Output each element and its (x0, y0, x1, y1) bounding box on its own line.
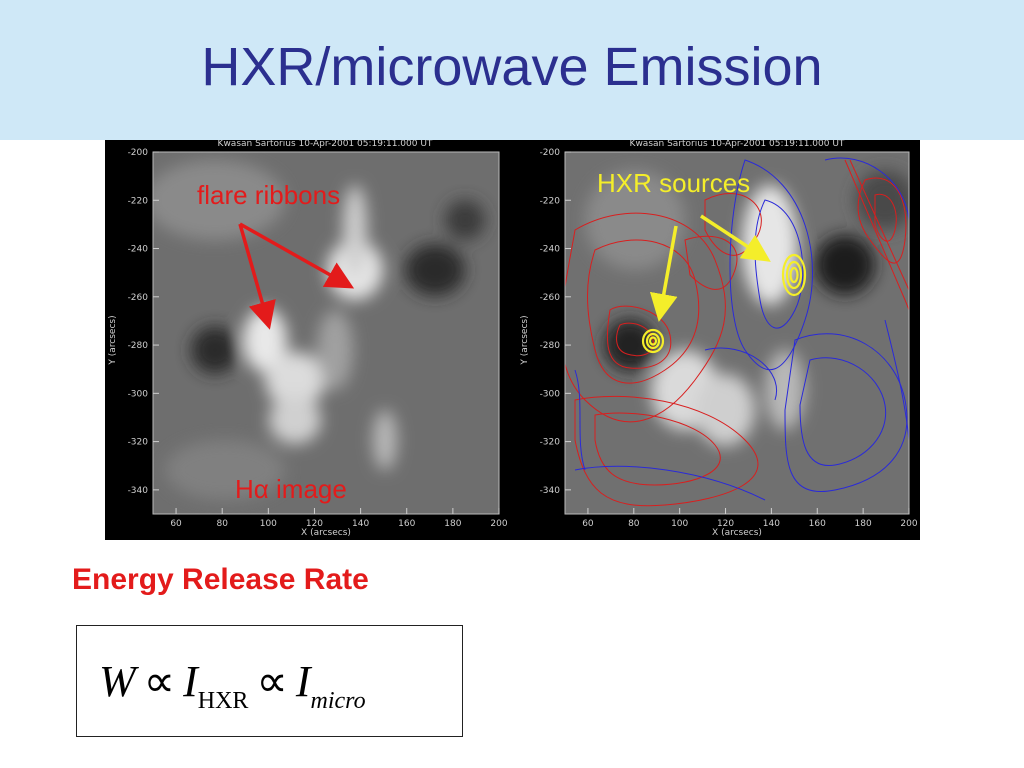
x-tick-label: 60 (170, 519, 182, 529)
y-tick-label: -280 (128, 341, 149, 351)
x-tick-label: 200 (490, 519, 507, 529)
figure-svg: Kwasan Sartorius 10-Apr-2001 05:19:11.00… (108, 140, 918, 538)
right-yticks: -200 -220 -240 -260 -280 -300 -320 -340 (540, 148, 571, 496)
x-tick-label: 100 (260, 519, 277, 529)
equation-box: W ∝ IHXR ∝ Imicro (76, 625, 463, 737)
eq-i-2: I (295, 657, 311, 706)
left-panel: Kwasan Sartorius 10-Apr-2001 05:19:11.00… (108, 140, 508, 538)
right-panel: Kwasan Sartorius 10-Apr-2001 05:19:11.00… (520, 140, 918, 538)
equation: W ∝ IHXR ∝ Imicro (99, 656, 366, 715)
energy-release-rate-label: Energy Release Rate (72, 563, 369, 596)
eq-sub-hxr: HXR (197, 688, 249, 714)
left-axis-frame (152, 151, 500, 515)
x-tick-label: 80 (628, 519, 640, 529)
eq-prop-2: ∝ (256, 657, 288, 706)
blue-contours (574, 157, 909, 501)
x-tick-label: 100 (671, 519, 688, 529)
y-tick-label: -220 (540, 196, 561, 206)
y-tick-label: -220 (128, 196, 149, 206)
arrow-hxr-right (700, 214, 771, 262)
eq-w: W (99, 657, 136, 706)
y-tick-label: -260 (540, 293, 561, 303)
y-tick-label: -320 (540, 438, 561, 448)
right-ylabel: Y (arcsecs) (520, 315, 530, 365)
left-panel-header: Kwasan Sartorius 10-Apr-2001 05:19:11.00… (218, 140, 433, 149)
y-tick-label: -320 (128, 438, 149, 448)
right-axis-frame (564, 151, 910, 515)
y-tick-label: -260 (128, 293, 149, 303)
hxr-contours (641, 253, 807, 354)
arrow-ribbon-left (238, 223, 276, 330)
y-tick-label: -340 (128, 486, 149, 496)
x-tick-label: 200 (900, 519, 917, 529)
eq-sub-micro: micro (310, 688, 366, 714)
y-tick-label: -300 (540, 389, 561, 399)
flare-ribbons-label: flare ribbons (197, 180, 340, 210)
left-yticks: -200 -220 -240 -260 -280 -300 -320 -340 (128, 148, 159, 496)
y-tick-label: -240 (540, 245, 561, 255)
y-tick-label: -280 (540, 341, 561, 351)
x-tick-label: 160 (809, 519, 826, 529)
right-xlabel: X (arcsecs) (712, 528, 762, 538)
x-tick-label: 80 (216, 519, 228, 529)
x-tick-label: 140 (352, 519, 369, 529)
left-ylabel: Y (arcsecs) (108, 315, 118, 365)
x-tick-label: 180 (855, 519, 872, 529)
title-bar: HXR/microwave Emission (0, 0, 1024, 140)
y-tick-label: -200 (540, 148, 561, 158)
right-xticks: 60 80 100 120 140 160 180 200 (582, 508, 918, 529)
arrow-ribbon-right (239, 222, 355, 289)
solar-figure: Kwasan Sartorius 10-Apr-2001 05:19:11.00… (105, 140, 920, 540)
left-xticks: 60 80 100 120 140 160 180 200 (170, 508, 508, 529)
right-panel-header: Kwasan Sartorius 10-Apr-2001 05:19:11.00… (630, 140, 845, 149)
hxr-sources-label: HXR sources (597, 168, 750, 198)
x-tick-label: 180 (444, 519, 461, 529)
left-xlabel: X (arcsecs) (301, 528, 351, 538)
eq-i-1: I (183, 657, 198, 706)
x-tick-label: 120 (306, 519, 323, 529)
halpha-image-label: Hα image (235, 474, 347, 504)
arrow-hxr-left (649, 225, 678, 322)
y-tick-label: -340 (540, 486, 561, 496)
y-tick-label: -240 (128, 245, 149, 255)
eq-prop-1: ∝ (143, 657, 176, 706)
y-tick-label: -200 (128, 148, 149, 158)
x-tick-label: 160 (398, 519, 415, 529)
x-tick-label: 120 (717, 519, 734, 529)
y-tick-label: -300 (128, 389, 149, 399)
slide-title: HXR/microwave Emission (201, 37, 823, 97)
x-tick-label: 140 (763, 519, 780, 529)
x-tick-label: 60 (582, 519, 594, 529)
